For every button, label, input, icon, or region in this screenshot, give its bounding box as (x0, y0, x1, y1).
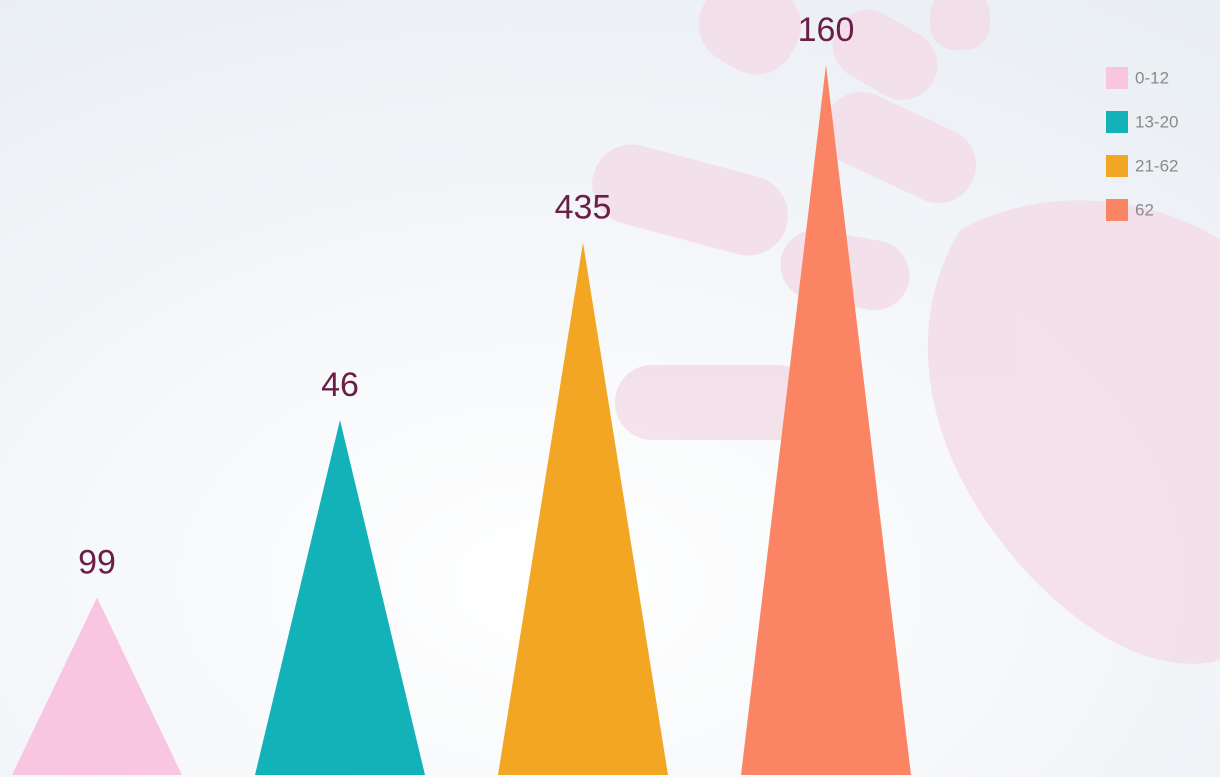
data-label: 46 (321, 366, 359, 404)
legend-swatch (1106, 111, 1128, 133)
bar (255, 420, 425, 775)
legend-label: 13-20 (1135, 112, 1178, 131)
bar (12, 597, 182, 775)
bar (741, 65, 911, 775)
data-label: 99 (78, 544, 116, 582)
legend: 0-12 13-20 21-62 62 (1106, 67, 1178, 221)
legend-label: 62 (1135, 200, 1154, 219)
legend-swatch (1106, 67, 1128, 89)
legend-label: 21-62 (1135, 156, 1178, 175)
data-label: 435 (555, 189, 612, 227)
data-label: 160 (798, 11, 855, 49)
bar (498, 242, 668, 775)
legend-swatch (1106, 199, 1128, 221)
legend-label: 0-12 (1135, 68, 1169, 87)
legend-swatch (1106, 155, 1128, 177)
